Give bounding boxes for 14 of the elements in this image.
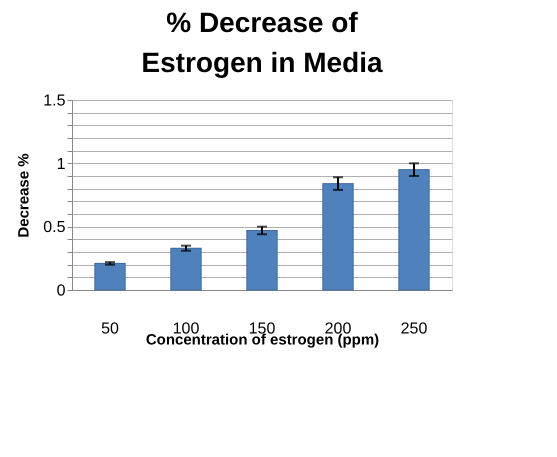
y-tick-label: 0 xyxy=(56,282,66,300)
bar xyxy=(322,183,354,290)
x-tick-label: 50 xyxy=(101,320,119,338)
bar xyxy=(398,169,430,290)
y-tick-label: 1 xyxy=(56,156,66,173)
y-tick-label: 0.5 xyxy=(43,219,66,236)
bar xyxy=(246,230,278,290)
chart-title: % Decrease of Estrogen in Media xyxy=(141,7,383,78)
x-tick-label: 250 xyxy=(400,320,428,338)
bar xyxy=(94,262,126,290)
y-tick-label: 1.5 xyxy=(43,92,66,110)
y-axis-title: Decrease % xyxy=(15,153,32,238)
x-tick-label: 100 xyxy=(172,320,200,338)
bar xyxy=(170,248,202,290)
